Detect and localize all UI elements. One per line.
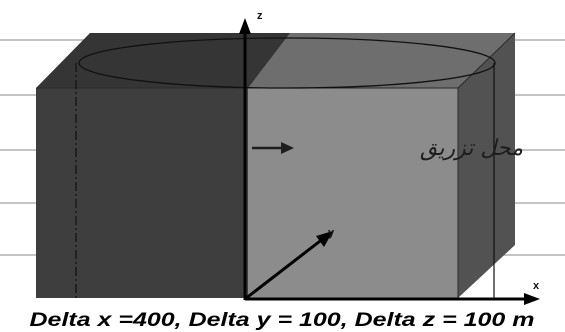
injection-arrow <box>252 142 294 154</box>
injection-location-text: محل تزریق <box>420 136 523 161</box>
cylinder-top-ellipse <box>78 37 496 89</box>
z-axis-arrowhead <box>239 18 251 34</box>
block-front-face-left <box>36 88 248 298</box>
x-axis-label: x <box>533 280 540 292</box>
z-axis-label: z <box>257 10 263 22</box>
dimensions-caption: Delta x =400, Delta y = 100, Delta z = 1… <box>30 310 535 331</box>
block-front-face-right <box>248 88 458 298</box>
injection-arrow-head <box>281 142 294 154</box>
block-edge <box>457 32 516 89</box>
block-side-face <box>458 33 515 298</box>
coordinate-axes <box>239 18 540 305</box>
y-axis <box>244 236 325 301</box>
y-axis-arrowhead <box>316 231 333 247</box>
y-axis-label: y <box>328 227 335 239</box>
injection-location-label: محل تزریق <box>420 136 523 161</box>
x-axis-arrowhead <box>524 293 540 305</box>
